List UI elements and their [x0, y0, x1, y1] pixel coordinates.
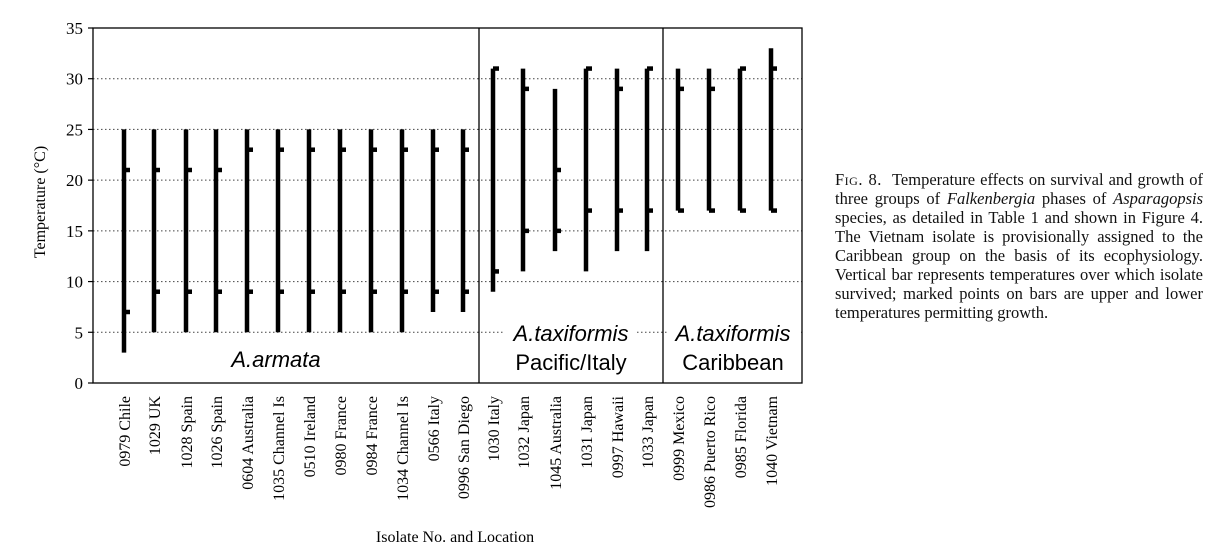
- y-tick-label: 20: [66, 171, 83, 190]
- y-axis-label: Temperature (°C): [32, 146, 49, 258]
- caption-genus-1: Falkenbergia: [946, 189, 1036, 208]
- isolate-bar-group: [430, 129, 439, 312]
- x-tick-label: 0999 Mexico: [671, 396, 688, 481]
- x-tick-label: 0604 Australia: [240, 396, 257, 490]
- x-tick-label: 0566 Italy: [426, 396, 443, 461]
- x-tick-label: 1040 Vietnam: [764, 395, 781, 485]
- isolate-bar-group: [768, 48, 777, 213]
- caption-text-3: species, as detailed in Table 1 and show…: [835, 208, 1203, 322]
- caption-text-2: phases of: [1035, 189, 1114, 208]
- group-label: A.taxiformis Caribbean: [667, 321, 799, 377]
- caption-label: Fig. 8.: [835, 170, 882, 189]
- isolate-bar-group: [460, 129, 469, 312]
- y-axis-ticks: 0 5 10 15 20 25 30 35: [66, 19, 93, 393]
- x-tick-label: 1031 Japan: [579, 396, 596, 468]
- isolate-bar-group: [151, 129, 160, 333]
- y-tick-label: 5: [75, 323, 84, 342]
- x-axis-label: Isolate No. and Location: [376, 529, 534, 546]
- x-tick-label: 1045 Australia: [548, 396, 565, 490]
- isolate-bar-group: [275, 129, 284, 333]
- x-tick-label: 0986 Puerto Rico: [702, 396, 719, 508]
- caption-genus-2: Asparagopsis: [1113, 189, 1204, 208]
- x-tick-label: 0985 Florida: [733, 396, 750, 478]
- x-tick-label: 1026 Spain: [209, 396, 226, 468]
- isolate-bars: [121, 48, 777, 353]
- x-axis-labels: 0979 Chile 1029 UK 1028 Spain 1026 Spain 060…: [117, 395, 781, 508]
- plot-frame: [92, 27, 803, 384]
- x-tick-label: 0984 France: [364, 396, 381, 476]
- group-region: Pacific/Italy: [515, 350, 626, 375]
- x-tick-label: 0979 Chile: [117, 396, 134, 467]
- x-tick-label: 1034 Channel Is: [395, 396, 412, 501]
- group-name: A.taxiformis: [674, 321, 791, 346]
- isolate-bar-group: [520, 68, 529, 272]
- isolate-bar-group: [244, 129, 253, 333]
- x-tick-label: 0510 Ireland: [302, 396, 319, 477]
- x-tick-label: 1028 Spain: [179, 396, 196, 468]
- group-region: Caribbean: [682, 350, 784, 375]
- figure-caption: Fig. 8. Temperature effects on survival …: [835, 170, 1203, 322]
- y-tick-label: 0: [75, 374, 84, 393]
- group-dividers: [478, 28, 664, 383]
- group-labels: A.armataA.taxiformisPacific/ItalyA.taxif…: [229, 321, 799, 377]
- y-tick-label: 25: [66, 120, 83, 139]
- isolate-bar-group: [399, 129, 408, 333]
- isolate-bar-group: [644, 66, 653, 252]
- isolate-bar-group: [121, 129, 130, 353]
- isolate-bar-group: [583, 66, 592, 272]
- y-tick-label: 15: [66, 222, 83, 241]
- group-label-background: [505, 321, 637, 377]
- group-name: A.armata: [229, 347, 320, 372]
- isolate-bar-group: [614, 68, 623, 252]
- x-tick-label: 1033 Japan: [640, 396, 657, 468]
- isolate-bar-group: [552, 88, 561, 252]
- x-tick-label: 1029 UK: [147, 396, 164, 456]
- group-label-background: [667, 321, 799, 377]
- temperature-range-chart: 0 5 10 15 20 25 30 35 0979 Chile 1029 UK 1028 Spa…: [32, 19, 803, 546]
- isolate-bar-group: [183, 129, 192, 333]
- y-tick-label: 10: [66, 273, 83, 292]
- group-label: A.taxiformis Pacific/Italy: [505, 321, 637, 377]
- isolate-bar-group: [737, 66, 746, 213]
- isolate-bar-group: [306, 129, 315, 333]
- isolate-bar-group: [337, 129, 346, 333]
- x-tick-label: 0980 France: [333, 396, 350, 476]
- x-tick-label: 1032 Japan: [516, 396, 533, 468]
- y-tick-label: 30: [66, 70, 83, 89]
- x-tick-label: 1030 Italy: [486, 396, 503, 461]
- group-name: A.taxiformis: [512, 321, 629, 346]
- isolate-bar-group: [675, 68, 684, 213]
- isolate-bar-group: [490, 66, 499, 292]
- group-label: A.armata: [229, 347, 320, 372]
- isolate-bar-group: [706, 68, 715, 213]
- grid-lines: [93, 78, 802, 333]
- x-tick-label: 0996 San Diego: [456, 396, 473, 499]
- y-tick-label: 35: [66, 19, 83, 38]
- caption-text-1: Temperature effects on survival and grow…: [835, 170, 1204, 208]
- isolate-bar-group: [368, 129, 377, 333]
- x-tick-label: 0997 Hawaii: [610, 395, 627, 478]
- x-tick-label: 1035 Channel Is: [271, 396, 288, 501]
- isolate-bar-group: [213, 129, 222, 333]
